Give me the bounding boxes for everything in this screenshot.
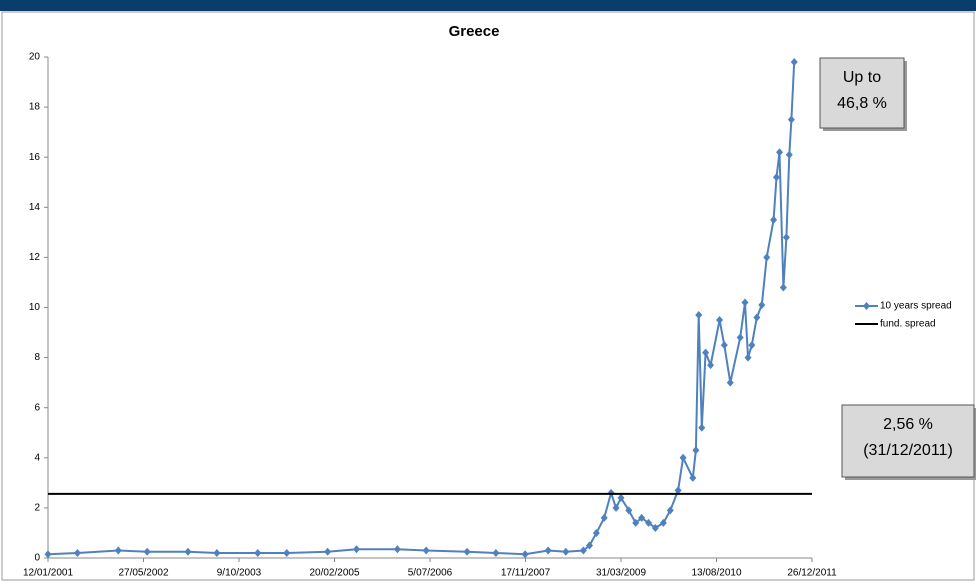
marker bbox=[779, 283, 787, 292]
marker bbox=[695, 311, 703, 320]
marker bbox=[463, 547, 471, 556]
x-tick-label: 9/10/2003 bbox=[217, 568, 262, 579]
marker bbox=[666, 506, 674, 515]
marker bbox=[659, 518, 667, 527]
marker bbox=[689, 473, 697, 482]
marker bbox=[651, 523, 659, 532]
marker bbox=[763, 253, 771, 262]
marker bbox=[213, 548, 221, 557]
x-tick-label: 13/08/2010 bbox=[691, 568, 741, 579]
marker bbox=[702, 348, 710, 357]
chart-frame bbox=[1, 11, 975, 581]
header-bar bbox=[0, 0, 976, 11]
marker bbox=[698, 423, 706, 432]
marker bbox=[521, 550, 529, 559]
marker bbox=[638, 513, 646, 522]
marker bbox=[726, 378, 734, 387]
marker bbox=[324, 547, 332, 556]
marker bbox=[143, 547, 151, 556]
x-tick-label: 20/02/2005 bbox=[309, 568, 359, 579]
marker bbox=[748, 341, 756, 350]
x-tick-label: 12/01/2001 bbox=[23, 568, 73, 579]
marker bbox=[716, 316, 724, 325]
marker bbox=[562, 547, 570, 556]
marker bbox=[544, 546, 552, 555]
legend-marker bbox=[863, 302, 870, 310]
marker bbox=[352, 545, 360, 554]
marker bbox=[720, 341, 728, 350]
y-tick-label: 0 bbox=[34, 553, 40, 564]
marker bbox=[645, 518, 653, 527]
marker bbox=[770, 215, 778, 224]
x-tick-label: 5/07/2006 bbox=[408, 568, 453, 579]
marker bbox=[625, 506, 633, 515]
marker bbox=[592, 528, 600, 537]
marker bbox=[674, 486, 682, 495]
marker bbox=[787, 115, 795, 124]
x-tick-label: 27/05/2002 bbox=[118, 568, 168, 579]
chart-title: Greece bbox=[449, 23, 500, 40]
annotation-text: Up to bbox=[843, 69, 881, 86]
marker bbox=[632, 518, 640, 527]
marker bbox=[600, 513, 608, 522]
x-tick-label: 17/11/2007 bbox=[501, 568, 551, 579]
y-tick-label: 10 bbox=[29, 302, 41, 313]
annotation-text: 46,8 % bbox=[837, 95, 887, 112]
marker bbox=[736, 333, 744, 342]
marker bbox=[283, 548, 291, 557]
y-tick-label: 12 bbox=[29, 252, 41, 263]
legend-label: 10 years spread bbox=[880, 301, 952, 312]
marker bbox=[753, 313, 761, 322]
marker bbox=[782, 233, 790, 242]
legend-label: fund. spread bbox=[880, 319, 936, 330]
marker bbox=[254, 548, 262, 557]
marker bbox=[707, 361, 715, 370]
marker bbox=[492, 548, 500, 557]
annotation-box bbox=[819, 57, 905, 129]
y-tick-label: 4 bbox=[34, 452, 40, 463]
y-tick-label: 14 bbox=[29, 202, 41, 213]
marker bbox=[679, 453, 687, 462]
marker bbox=[44, 550, 52, 559]
marker bbox=[741, 298, 749, 307]
marker bbox=[790, 58, 798, 67]
y-tick-label: 6 bbox=[34, 402, 40, 413]
marker bbox=[776, 148, 784, 157]
marker bbox=[692, 446, 700, 455]
y-tick-label: 8 bbox=[34, 352, 40, 363]
marker bbox=[393, 545, 401, 554]
marker bbox=[73, 548, 81, 557]
marker bbox=[758, 300, 766, 309]
marker bbox=[585, 541, 593, 550]
y-tick-label: 16 bbox=[29, 152, 41, 163]
marker bbox=[744, 353, 752, 362]
annotation-text: 2,56 % bbox=[883, 416, 933, 433]
marker bbox=[772, 173, 780, 182]
marker bbox=[114, 546, 122, 555]
marker bbox=[612, 503, 620, 512]
y-tick-label: 2 bbox=[34, 503, 40, 514]
y-tick-label: 18 bbox=[29, 102, 41, 113]
x-tick-label: 26/12/2011 bbox=[787, 568, 837, 579]
annotation-text: (31/12/2011) bbox=[863, 442, 953, 459]
marker bbox=[785, 150, 793, 159]
marker bbox=[579, 546, 587, 555]
marker bbox=[184, 547, 192, 556]
annotation-box bbox=[841, 404, 975, 478]
y-tick-label: 20 bbox=[29, 52, 41, 63]
x-tick-label: 31/03/2009 bbox=[596, 568, 646, 579]
marker bbox=[617, 493, 625, 502]
marker bbox=[422, 546, 430, 555]
